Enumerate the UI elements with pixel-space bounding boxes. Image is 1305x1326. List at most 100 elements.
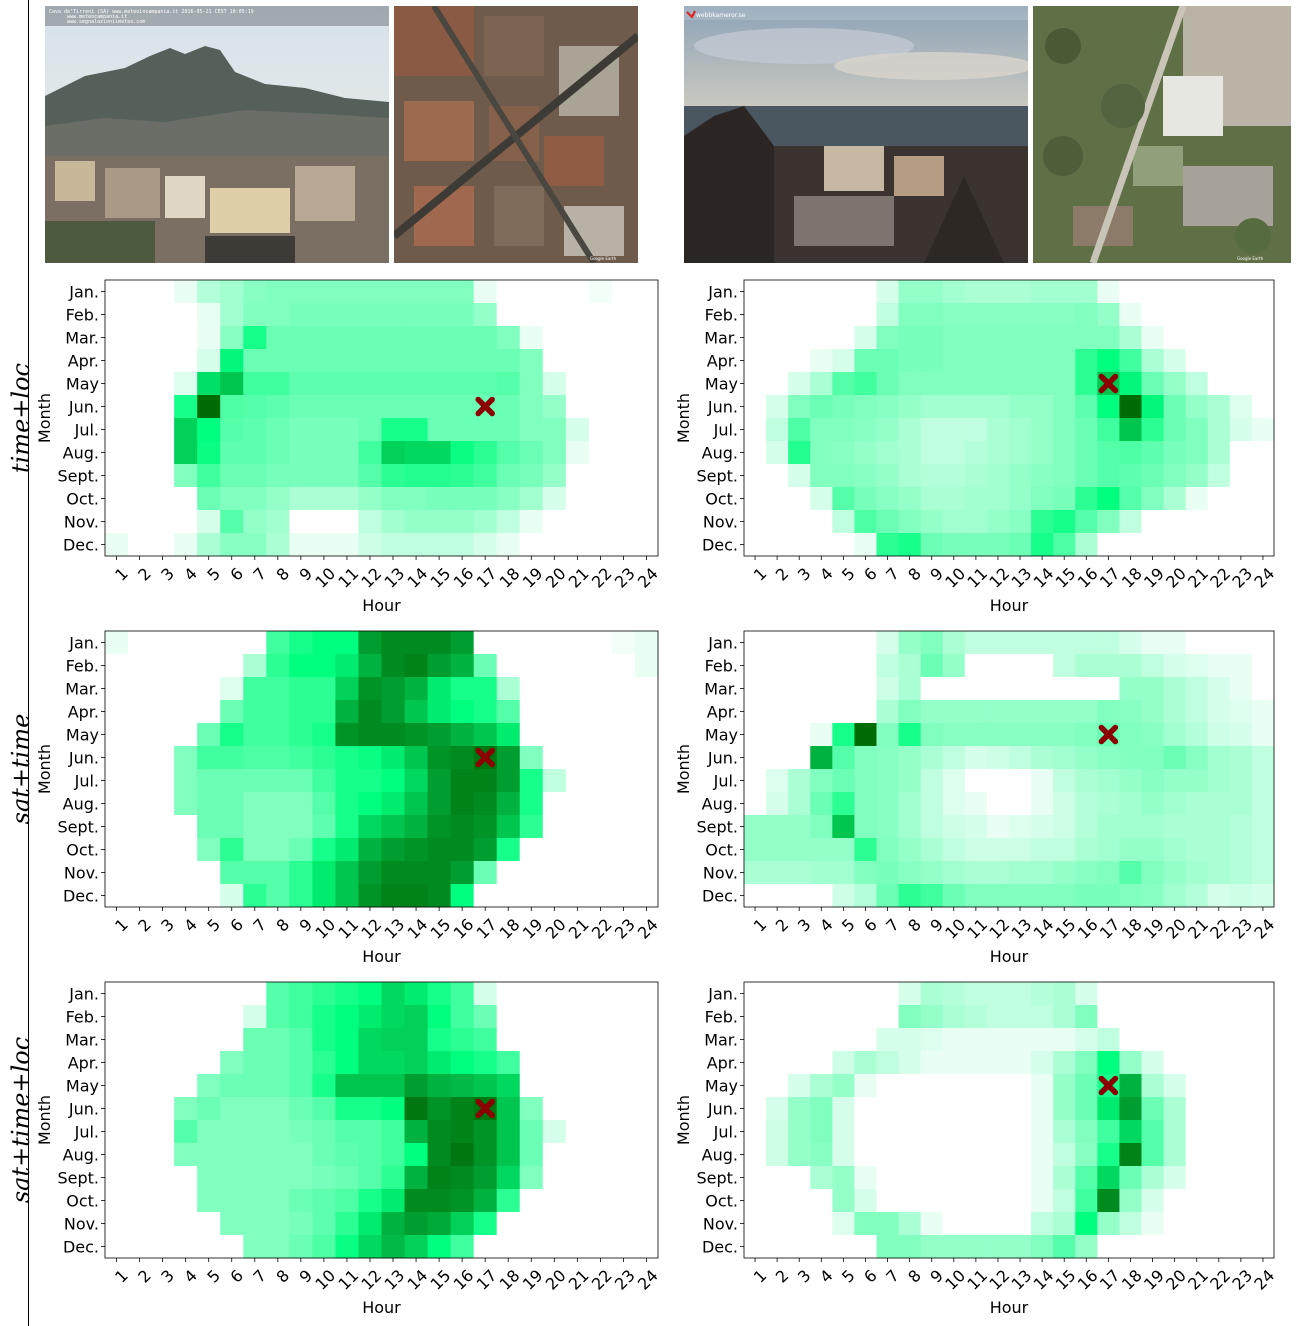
heatmap-cell bbox=[243, 861, 267, 885]
y-tick-label: Apr. bbox=[68, 1054, 99, 1073]
heatmap-cell bbox=[854, 395, 877, 419]
heatmap-cell bbox=[565, 861, 590, 885]
x-tick-label: 4 bbox=[180, 1266, 201, 1287]
heatmap-cell bbox=[1031, 1097, 1054, 1121]
y-tick-label: Apr. bbox=[707, 703, 738, 722]
heatmap-cell bbox=[565, 326, 590, 350]
heatmap-cell bbox=[1097, 1235, 1120, 1259]
heatmap-cell bbox=[854, 884, 877, 908]
heatmap-cell bbox=[542, 838, 567, 862]
heatmap-cell bbox=[898, 441, 922, 465]
heatmap-cell bbox=[473, 303, 498, 327]
x-tick-label: 1 bbox=[111, 1266, 132, 1287]
heatmap-cell bbox=[876, 418, 900, 442]
heatmap-cell bbox=[1009, 1189, 1032, 1213]
heatmap-cell bbox=[542, 349, 567, 373]
heatmap-cell bbox=[832, 792, 855, 816]
heatmap-cell bbox=[854, 746, 877, 770]
heatmap-cell bbox=[1163, 792, 1187, 816]
heatmap-cell bbox=[565, 1051, 590, 1075]
y-tick-label: Aug. bbox=[702, 1146, 738, 1165]
heatmap-cell bbox=[243, 1028, 267, 1052]
heatmap-cell bbox=[588, 1120, 613, 1144]
heatmap-cell bbox=[358, 861, 382, 885]
heatmap-cell bbox=[243, 838, 267, 862]
heatmap-cell bbox=[496, 631, 521, 655]
y-tick-label: Jun. bbox=[68, 749, 99, 768]
heatmap-cell bbox=[151, 1120, 175, 1144]
heatmap-cell bbox=[151, 838, 175, 862]
heatmap-cell bbox=[898, 1097, 922, 1121]
y-tick-label: Jul. bbox=[713, 1123, 738, 1142]
heatmap-cell bbox=[174, 1189, 198, 1213]
heatmap-cell bbox=[1141, 815, 1165, 839]
heatmap-cell bbox=[1053, 654, 1076, 678]
heatmap-cell bbox=[964, 1051, 988, 1075]
heatmap-cell bbox=[1097, 395, 1120, 419]
heatmap-cell bbox=[381, 746, 406, 770]
heatmap-cell bbox=[1207, 884, 1231, 908]
heatmap-cell bbox=[986, 1005, 1010, 1029]
heatmap-cell bbox=[289, 1028, 313, 1052]
heatmap-cell bbox=[450, 861, 475, 885]
heatmap-cell bbox=[197, 1120, 221, 1144]
heatmap-cell bbox=[1097, 769, 1120, 793]
heatmap-cell bbox=[588, 349, 613, 373]
heatmap-cell bbox=[1009, 510, 1032, 534]
heatmap-cell bbox=[1229, 700, 1253, 724]
heatmap-cell bbox=[1053, 418, 1076, 442]
heatmap-cell bbox=[151, 418, 175, 442]
heatmap-cell bbox=[220, 1189, 244, 1213]
heatmap-cell bbox=[427, 677, 452, 701]
heatmap-cell bbox=[1163, 464, 1187, 488]
x-tick-label: 8 bbox=[904, 1266, 925, 1287]
heatmap-cell bbox=[542, 510, 567, 534]
heatmap-cell bbox=[565, 510, 590, 534]
heatmap-cell bbox=[1251, 815, 1275, 839]
y-tick-label: Mar. bbox=[65, 680, 99, 699]
heatmap-cell bbox=[744, 395, 767, 419]
x-tick-label: 9 bbox=[296, 564, 317, 585]
heatmap-cell bbox=[964, 464, 988, 488]
heatmap-cell bbox=[266, 1212, 290, 1236]
heatmap-cell bbox=[1031, 1005, 1054, 1029]
y-axis-label: Month bbox=[674, 393, 693, 443]
heatmap-cell bbox=[1207, 395, 1231, 419]
heatmap-cell bbox=[335, 884, 359, 908]
heatmap-cell bbox=[964, 631, 988, 655]
heatmap-cell bbox=[766, 1097, 789, 1121]
heatmap-cell bbox=[942, 441, 966, 465]
heatmap-cell bbox=[1075, 441, 1098, 465]
heatmap-cell bbox=[335, 1097, 359, 1121]
heatmap-cell bbox=[381, 982, 406, 1006]
heatmap-cell bbox=[404, 1143, 429, 1167]
heatmap-cell bbox=[289, 700, 313, 724]
heatmap-cell bbox=[766, 884, 789, 908]
x-tick-label: 1 bbox=[750, 564, 771, 585]
heatmap-cell bbox=[220, 792, 244, 816]
heatmap-cell bbox=[105, 1189, 129, 1213]
heatmap-cell bbox=[611, 1235, 636, 1259]
heatmap-cell bbox=[542, 723, 567, 747]
y-tick-label: Feb. bbox=[66, 1008, 99, 1027]
heatmap-cell bbox=[854, 1120, 877, 1144]
heatmap-cell bbox=[565, 769, 590, 793]
heatmap-cell bbox=[289, 982, 313, 1006]
heatmap-cell bbox=[1075, 884, 1098, 908]
heatmap-cell bbox=[128, 654, 152, 678]
heatmap-cell bbox=[1229, 792, 1253, 816]
heatmap-cell bbox=[898, 700, 922, 724]
heatmap-cell bbox=[381, 1005, 406, 1029]
heatmap-cell bbox=[312, 464, 336, 488]
heatmap-cell bbox=[832, 1166, 855, 1190]
heatmap-cell bbox=[832, 700, 855, 724]
heatmap-cell bbox=[588, 464, 613, 488]
y-tick-label: Jan. bbox=[68, 985, 99, 1004]
x-tick-label: 3 bbox=[794, 1266, 815, 1287]
heatmap-cell bbox=[1119, 1097, 1142, 1121]
heatmap-cell bbox=[381, 395, 406, 419]
heatmap-cell bbox=[810, 861, 833, 885]
x-tick-label: 4 bbox=[180, 915, 201, 936]
heatmap-cell bbox=[634, 487, 659, 511]
heatmap-cell bbox=[542, 1005, 567, 1029]
